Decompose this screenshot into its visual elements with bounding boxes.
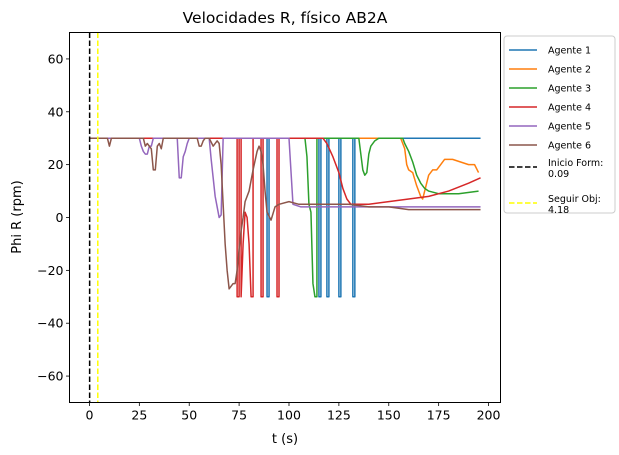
x-tick-label: 150 [377, 408, 401, 423]
legend-label: Agente 3 [548, 84, 591, 95]
series-line-agente-5 [89, 137, 481, 219]
x-tick-label: 50 [181, 408, 197, 423]
legend-label: Agente 4 [548, 103, 591, 114]
x-tick-label: 0 [85, 408, 93, 423]
plot-area [88, 32, 481, 403]
x-tick-label: 125 [327, 408, 351, 423]
y-axis-label: Phi R (rpm) [10, 180, 25, 253]
x-axis-label: t (s) [272, 432, 298, 447]
legend: Agente 1 Agente 2 Agente 3 Agente 4 Agente 5… [503, 35, 616, 216]
chart-title: Velocidades R, físico AB2A [183, 9, 388, 27]
y-tick-label: 0 [56, 210, 64, 225]
y-tick-label: −60 [37, 369, 63, 384]
x-tick-label: 200 [477, 408, 501, 423]
x-axis: 0 25 50 75 100 125 150 175 200 [85, 402, 501, 423]
legend-label: Seguir Obj: 4.18 [548, 194, 601, 216]
x-tick-label: 175 [427, 408, 451, 423]
x-tick-label: 100 [277, 408, 301, 423]
y-axis: −60 −40 −20 0 20 40 60 [37, 51, 70, 384]
series-line-agente-3 [89, 137, 479, 298]
legend-label: Agente 5 [548, 122, 591, 133]
legend-box [503, 35, 616, 214]
series-line-agente-2 [89, 137, 480, 200]
y-tick-label: 20 [48, 157, 64, 172]
y-tick-label: −20 [37, 263, 63, 278]
legend-label: Agente 2 [548, 65, 591, 76]
y-tick-label: 60 [48, 51, 64, 66]
legend-label: Agente 6 [548, 141, 591, 152]
x-tick-label: 25 [131, 408, 147, 423]
y-tick-label: 40 [48, 104, 64, 119]
x-tick-label: 75 [231, 408, 247, 423]
y-tick-label: −40 [37, 316, 63, 331]
legend-label: Inicio Form: 0.09 [548, 158, 603, 180]
legend-label: Agente 1 [548, 46, 591, 57]
series-line-agente-6 [89, 137, 481, 290]
